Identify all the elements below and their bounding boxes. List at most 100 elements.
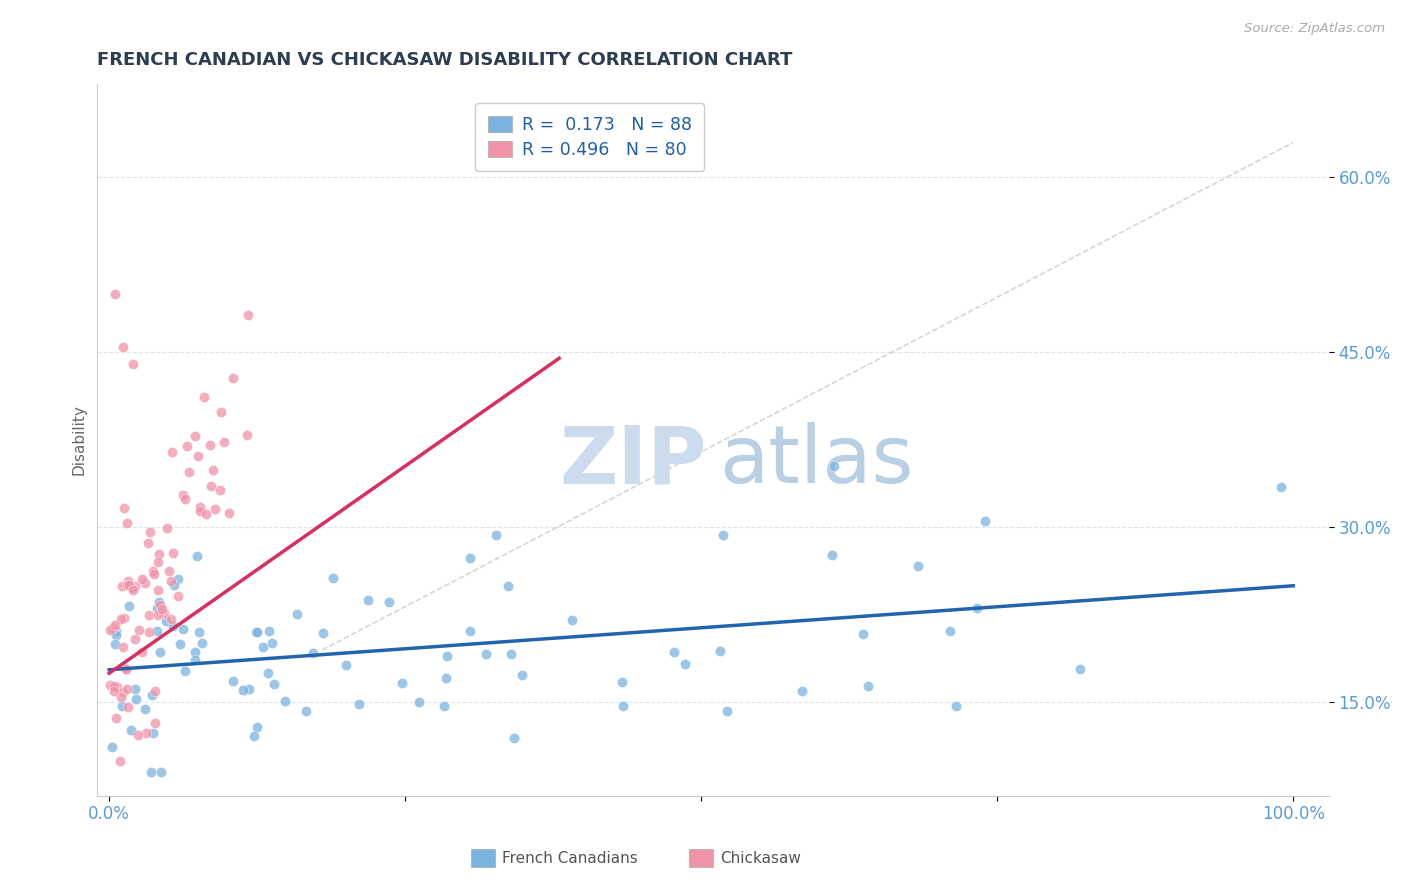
Point <box>115 516 138 530</box>
Point <box>111 640 134 654</box>
Point <box>104 637 127 651</box>
Point <box>184 653 207 667</box>
Point <box>295 704 318 718</box>
Point <box>143 684 166 698</box>
Point <box>302 646 325 660</box>
Point <box>174 491 197 506</box>
Point <box>142 564 165 578</box>
Point <box>134 701 156 715</box>
Point <box>194 507 217 521</box>
Point <box>458 551 481 566</box>
Point <box>475 647 498 661</box>
Point <box>112 340 135 354</box>
Point <box>162 546 184 560</box>
Point <box>510 668 533 682</box>
Point <box>496 579 519 593</box>
Point <box>149 645 172 659</box>
Point <box>664 645 686 659</box>
Point <box>238 308 260 322</box>
Point <box>485 528 508 542</box>
Point <box>104 617 127 632</box>
Point <box>169 636 191 650</box>
Point <box>115 682 138 697</box>
Point <box>238 681 260 696</box>
Point <box>142 725 165 739</box>
Point <box>118 577 141 591</box>
Point <box>174 664 197 678</box>
Point <box>121 582 143 597</box>
Point <box>243 729 266 743</box>
Point <box>183 428 205 442</box>
Point <box>209 405 232 419</box>
Point <box>612 698 634 713</box>
Point <box>103 684 125 698</box>
Point <box>408 694 430 708</box>
Point <box>858 679 880 693</box>
Point <box>148 547 170 561</box>
Point <box>141 688 163 702</box>
Point <box>162 578 184 592</box>
Point <box>122 357 145 371</box>
Point <box>966 601 988 615</box>
Point <box>433 698 456 713</box>
Point <box>112 611 135 625</box>
Point <box>434 671 457 685</box>
Point <box>391 676 413 690</box>
Point <box>155 614 177 628</box>
Point <box>792 684 814 698</box>
Point <box>200 479 222 493</box>
Point <box>208 483 231 497</box>
Point <box>115 578 138 592</box>
Point <box>172 623 194 637</box>
Point <box>188 624 211 639</box>
Point <box>312 626 335 640</box>
Point <box>945 699 967 714</box>
Point <box>110 612 132 626</box>
Point <box>138 608 160 623</box>
Point <box>160 445 183 459</box>
Point <box>162 619 184 633</box>
Point <box>108 754 131 768</box>
Point <box>125 691 148 706</box>
Point <box>143 715 166 730</box>
Point <box>245 625 267 640</box>
Point <box>124 632 146 646</box>
Point <box>436 648 458 663</box>
Point <box>274 694 297 708</box>
Point <box>120 723 142 738</box>
Point <box>212 434 235 449</box>
Point <box>104 287 127 301</box>
Point <box>172 488 194 502</box>
Point <box>188 504 211 518</box>
Point <box>357 592 380 607</box>
Point <box>103 621 125 635</box>
Point <box>235 428 257 442</box>
Point <box>138 625 160 640</box>
Point <box>711 528 734 542</box>
Point <box>150 601 173 615</box>
Point <box>232 683 254 698</box>
Point <box>821 548 844 562</box>
Point <box>160 574 183 588</box>
Point <box>202 463 225 477</box>
Point <box>166 590 188 604</box>
Point <box>128 624 150 638</box>
Point <box>156 521 179 535</box>
Point <box>111 699 134 714</box>
Point <box>245 625 267 640</box>
Point <box>146 608 169 623</box>
Point <box>187 449 209 463</box>
Point <box>131 572 153 586</box>
Point <box>377 594 399 608</box>
Point <box>115 662 138 676</box>
Point <box>1270 480 1292 494</box>
Point <box>186 549 208 564</box>
Point <box>148 594 170 608</box>
Point <box>111 579 134 593</box>
Point <box>166 572 188 586</box>
Text: FRENCH CANADIAN VS CHICKASAW DISABILITY CORRELATION CHART: FRENCH CANADIAN VS CHICKASAW DISABILITY … <box>97 51 793 69</box>
Text: French Canadians: French Canadians <box>502 851 638 865</box>
Point <box>285 607 308 621</box>
Point <box>716 704 738 718</box>
Point <box>322 571 344 585</box>
